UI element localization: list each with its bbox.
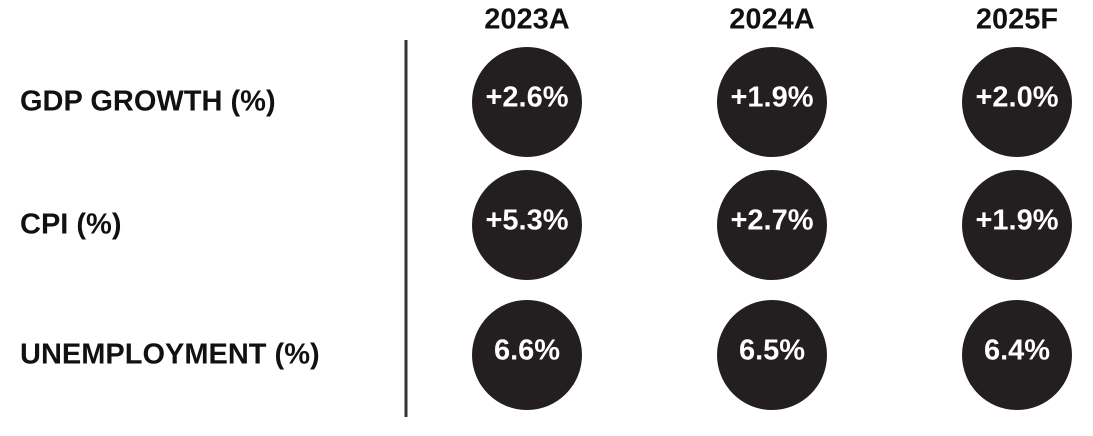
- value-text: 6.5%: [739, 335, 805, 367]
- row-label: GDP GROWTH (%): [20, 86, 276, 118]
- value-text: +2.0%: [975, 82, 1058, 114]
- value-text: +1.9%: [975, 205, 1058, 237]
- row-label: UNEMPLOYMENT (%): [20, 339, 320, 371]
- value-text: +2.7%: [730, 205, 813, 237]
- value-badge: [962, 47, 1072, 157]
- column-header: 2025F: [976, 4, 1058, 36]
- column-header: 2024A: [729, 4, 815, 36]
- value-badge: [962, 170, 1072, 280]
- value-badge: [472, 47, 582, 157]
- value-badge: [472, 170, 582, 280]
- value-badge: [717, 170, 827, 280]
- value-text: +5.3%: [485, 205, 568, 237]
- value-badge: [717, 300, 827, 410]
- value-text: 6.4%: [984, 335, 1050, 367]
- value-text: +1.9%: [730, 82, 813, 114]
- value-text: 6.6%: [494, 335, 560, 367]
- column-header: 2023A: [484, 4, 570, 36]
- row-label: CPI (%): [20, 209, 122, 241]
- value-text: +2.6%: [485, 82, 568, 114]
- value-badge: [962, 300, 1072, 410]
- value-badge: [717, 47, 827, 157]
- value-badge: [472, 300, 582, 410]
